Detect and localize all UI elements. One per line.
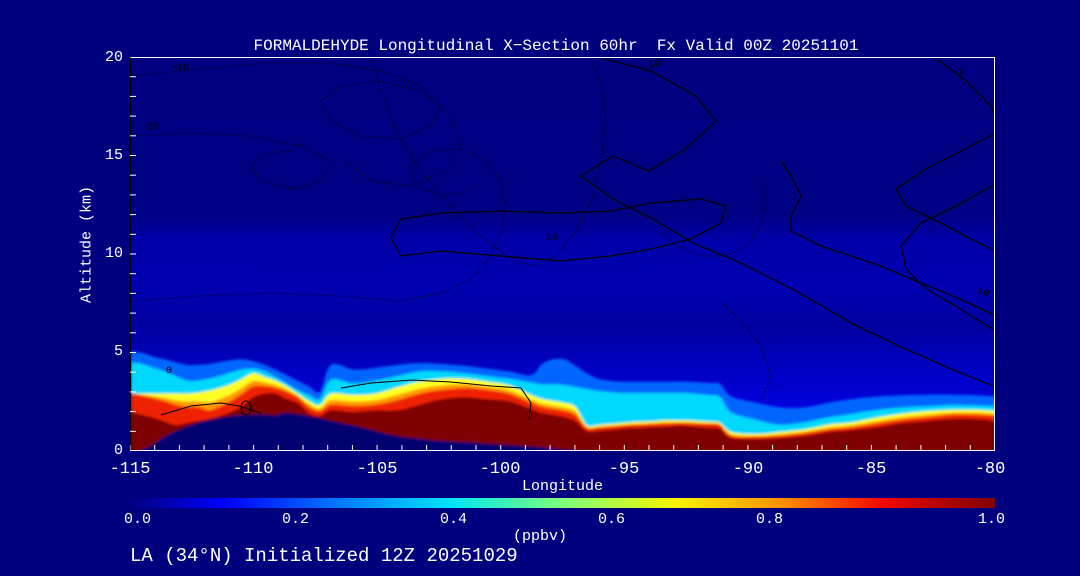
svg-text:−10: −10	[171, 63, 189, 74]
svg-text:0: 0	[166, 366, 172, 377]
svg-text:−20: −20	[141, 122, 159, 133]
svg-text:10: 10	[546, 233, 558, 244]
